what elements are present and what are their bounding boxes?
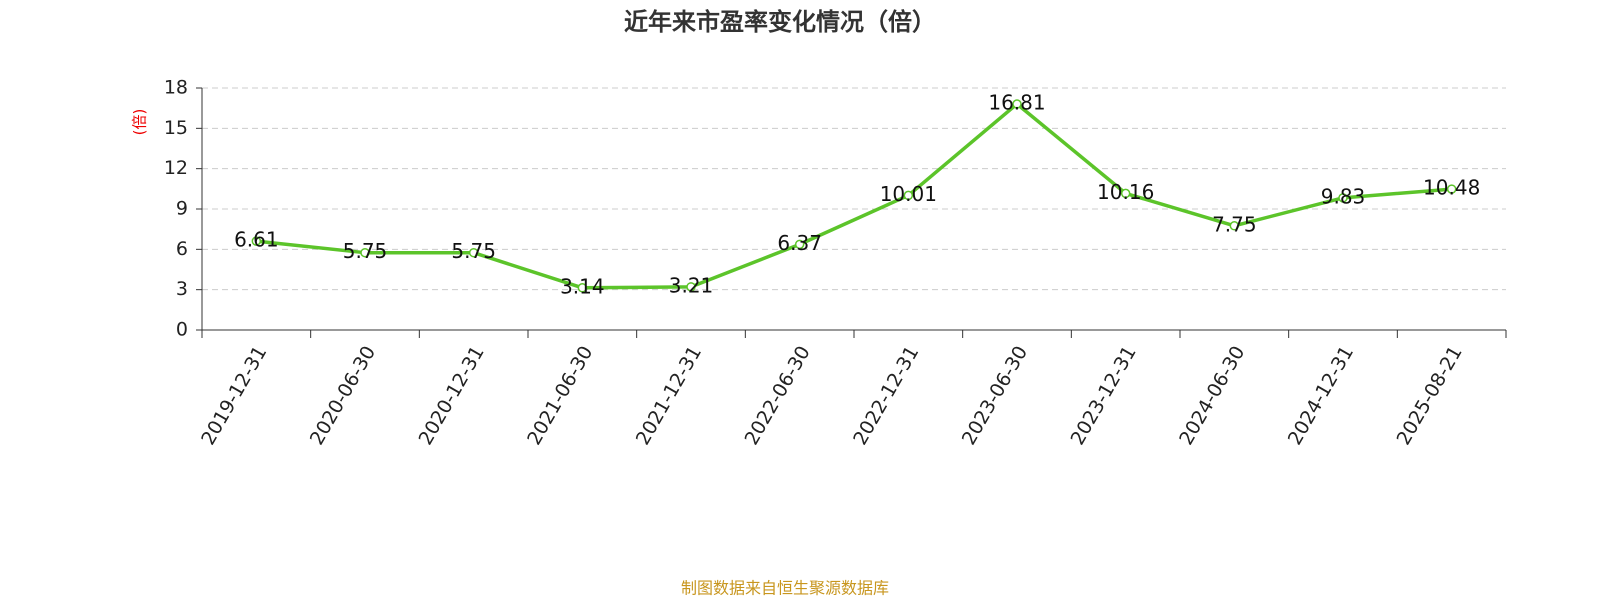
data-label: 16.81	[988, 90, 1045, 114]
data-point	[903, 190, 914, 201]
data-label: 9.83	[1321, 184, 1366, 208]
y-tick-label: 0	[176, 319, 188, 341]
data-point	[1012, 99, 1022, 109]
x-tick-label: 2021-12-31	[632, 342, 706, 449]
y-tick-label: 18	[164, 77, 188, 99]
x-tick-label: 2025-08-21	[1392, 342, 1466, 449]
data-label: 10.16	[1097, 180, 1154, 204]
x-tick-label: 2020-12-31	[414, 342, 488, 449]
x-tick-label: 2023-06-30	[958, 342, 1032, 449]
data-point	[1229, 221, 1240, 231]
x-tick-label: 2019-12-31	[197, 342, 271, 449]
x-tick-label: 2021-06-30	[523, 342, 597, 449]
data-label: 10.01	[880, 182, 937, 206]
y-tick-label: 15	[164, 117, 188, 139]
x-tick-label: 2024-12-31	[1284, 342, 1358, 449]
data-point	[468, 247, 479, 258]
data-label: 10.48	[1423, 176, 1480, 200]
data-label: 6.37	[777, 231, 822, 255]
data-point	[251, 236, 262, 246]
data-point	[794, 239, 805, 250]
data-label: 5.75	[343, 239, 388, 263]
data-label: 3.14	[560, 274, 605, 298]
x-tick-label: 2020-06-30	[306, 342, 380, 449]
x-tick-label: 2022-06-30	[740, 342, 814, 449]
data-label: 5.75	[451, 239, 496, 263]
data-point	[1446, 184, 1457, 194]
y-axis-label: (倍)	[131, 109, 149, 136]
chart-title: 近年来市盈率变化情况（倍）	[624, 8, 936, 36]
x-tick-label: 2024-06-30	[1175, 342, 1249, 449]
data-point	[686, 282, 696, 292]
x-tick-label: 2022-12-31	[849, 342, 923, 449]
data-label: 3.21	[669, 273, 714, 297]
y-tick-label: 3	[176, 278, 188, 300]
data-point	[1120, 188, 1131, 199]
series-line	[256, 102, 1452, 290]
y-tick-label: 9	[176, 198, 188, 220]
source-note: 制图数据来自恒生聚源数据库	[681, 579, 889, 598]
data-point	[1338, 193, 1348, 203]
x-tick-label: 2023-12-31	[1066, 342, 1140, 449]
y-tick-label: 6	[176, 238, 188, 260]
data-point	[360, 247, 370, 258]
data-point	[577, 283, 588, 293]
y-tick-label: 12	[164, 157, 188, 179]
data-label: 6.61	[234, 228, 279, 252]
data-label: 7.75	[1212, 212, 1257, 236]
